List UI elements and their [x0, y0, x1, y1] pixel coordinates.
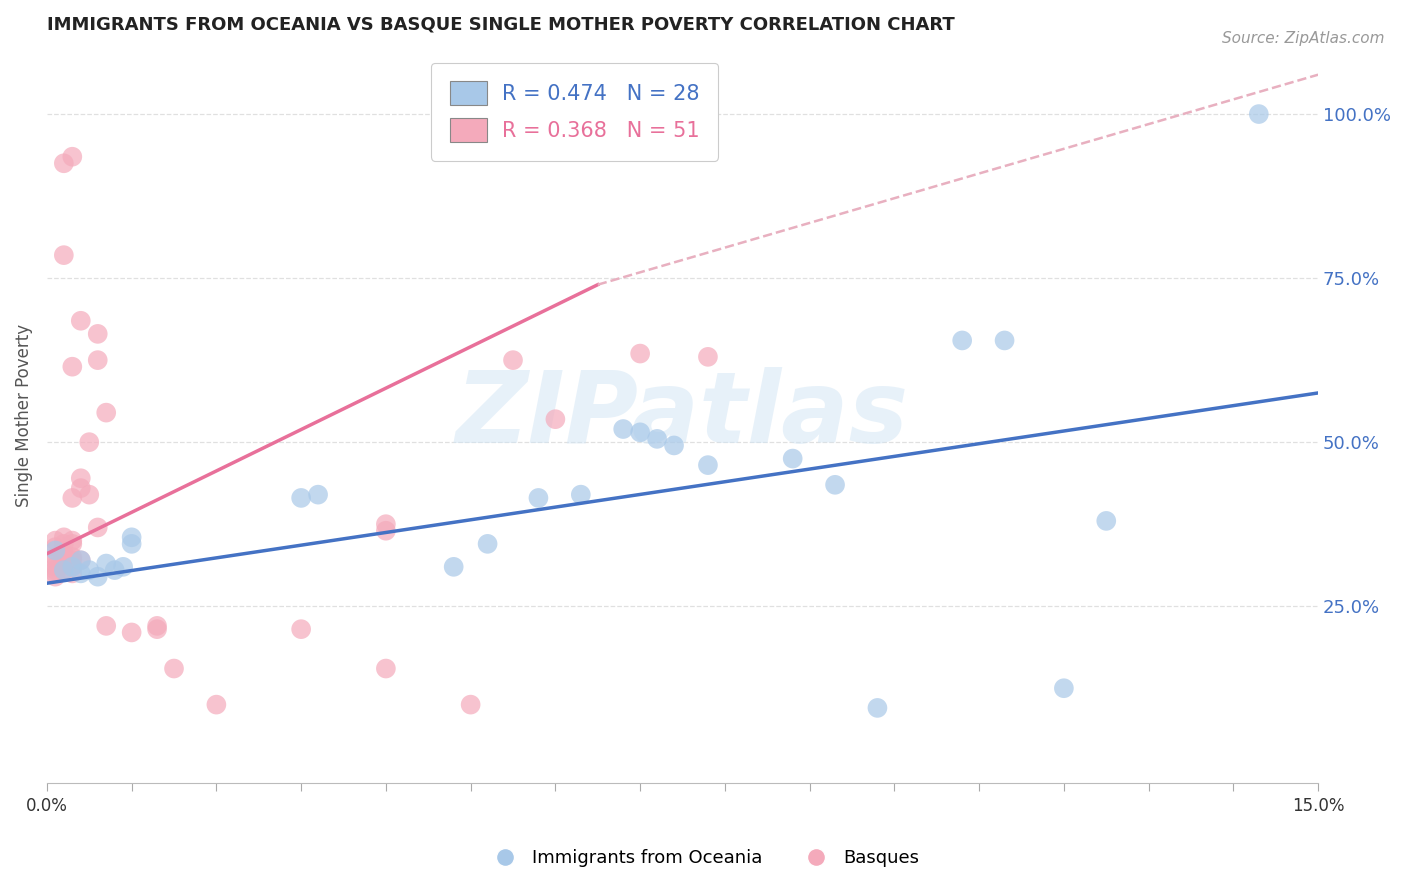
Point: [44, 549, 66, 564]
Point: [60, 553, 83, 567]
Point: [697, 350, 720, 364]
Point: [44, 559, 66, 574]
Point: [502, 353, 524, 368]
Point: [60, 537, 83, 551]
Point: [96, 557, 118, 571]
Legend: R = 0.474   N = 28, R = 0.368   N = 51: R = 0.474 N = 28, R = 0.368 N = 51: [430, 62, 718, 161]
Point: [1247, 107, 1270, 121]
Point: [374, 661, 396, 675]
Point: [374, 524, 396, 538]
Point: [866, 701, 889, 715]
Point: [69, 566, 91, 581]
Point: [950, 334, 973, 348]
Point: [77, 563, 100, 577]
Point: [628, 346, 651, 360]
Point: [112, 559, 135, 574]
Point: [52, 563, 75, 577]
Point: [146, 619, 169, 633]
Point: [993, 334, 1015, 348]
Point: [52, 547, 75, 561]
Point: [1095, 514, 1118, 528]
Point: [87, 520, 110, 534]
Point: [645, 432, 668, 446]
Point: [87, 353, 110, 368]
Point: [824, 478, 846, 492]
Point: [697, 458, 720, 472]
Point: [96, 406, 118, 420]
Point: [60, 491, 83, 505]
Point: [52, 557, 75, 571]
Point: [44, 553, 66, 567]
Point: [69, 314, 91, 328]
Point: [69, 553, 91, 567]
Point: [121, 530, 143, 544]
Point: [77, 488, 100, 502]
Point: [290, 491, 312, 505]
Legend: Immigrants from Oceania, Basques: Immigrants from Oceania, Basques: [479, 842, 927, 874]
Point: [87, 569, 110, 583]
Point: [163, 661, 186, 675]
Point: [104, 563, 127, 577]
Point: [544, 412, 567, 426]
Point: [44, 533, 66, 548]
Point: [1053, 681, 1076, 696]
Point: [477, 537, 499, 551]
Point: [52, 537, 75, 551]
Point: [662, 438, 685, 452]
Point: [60, 566, 83, 581]
Point: [569, 488, 592, 502]
Point: [60, 559, 83, 574]
Point: [44, 563, 66, 577]
Text: Source: ZipAtlas.com: Source: ZipAtlas.com: [1222, 31, 1385, 46]
Point: [628, 425, 651, 440]
Point: [60, 150, 83, 164]
Point: [60, 559, 83, 574]
Point: [307, 488, 329, 502]
Point: [460, 698, 482, 712]
Point: [96, 619, 118, 633]
Point: [612, 422, 634, 436]
Point: [69, 471, 91, 485]
Text: ZIPatlas: ZIPatlas: [456, 368, 910, 465]
Point: [205, 698, 228, 712]
Point: [52, 248, 75, 262]
Point: [69, 481, 91, 495]
Point: [527, 491, 550, 505]
Point: [60, 549, 83, 564]
Point: [87, 326, 110, 341]
Text: IMMIGRANTS FROM OCEANIA VS BASQUE SINGLE MOTHER POVERTY CORRELATION CHART: IMMIGRANTS FROM OCEANIA VS BASQUE SINGLE…: [46, 15, 955, 33]
Point: [146, 622, 169, 636]
Point: [52, 563, 75, 577]
Point: [60, 359, 83, 374]
Point: [121, 625, 143, 640]
Point: [44, 569, 66, 583]
Point: [443, 559, 465, 574]
Point: [60, 533, 83, 548]
Point: [69, 553, 91, 567]
Point: [77, 435, 100, 450]
Point: [52, 530, 75, 544]
Point: [44, 540, 66, 554]
Point: [52, 553, 75, 567]
Point: [374, 517, 396, 532]
Point: [44, 543, 66, 558]
Y-axis label: Single Mother Poverty: Single Mother Poverty: [15, 325, 32, 508]
Point: [782, 451, 804, 466]
Point: [290, 622, 312, 636]
Point: [44, 566, 66, 581]
Point: [121, 537, 143, 551]
Point: [52, 156, 75, 170]
